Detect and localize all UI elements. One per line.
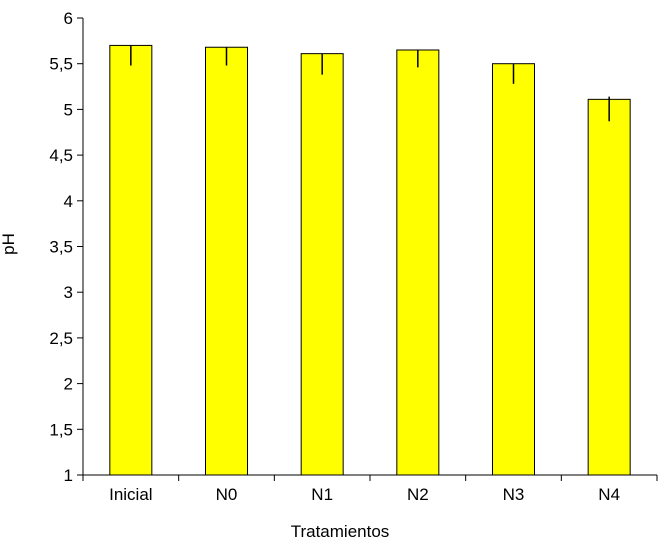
x-tick-label: N0 [216,485,238,504]
bar-n2 [396,49,440,476]
y-axis: 1 1,5 2 2,5 3 3,5 4 4,5 5 5,5 6 [49,9,84,485]
bar-n3 [492,63,535,476]
bar-inicial [109,44,153,476]
y-tick-label: 1 [64,466,73,485]
x-tick-label: N2 [407,485,429,504]
x-axis-title: Tratamientos [291,522,390,541]
x-tick-label: N4 [598,485,620,504]
y-tick-label: 3,5 [49,238,73,257]
y-axis-title: pH [0,233,18,255]
y-tick-label: 2,5 [49,329,73,348]
y-tick-label: 5 [64,100,73,119]
y-tick-label: 1,5 [49,420,73,439]
y-tick-label: 3 [64,283,73,302]
x-tick-label: N1 [311,485,333,504]
x-tick-label: N3 [503,485,525,504]
bar-n0 [205,46,248,476]
y-tick-label: 4,5 [49,146,73,165]
y-tick-label: 4 [64,192,73,211]
bar-n1 [300,53,344,476]
y-tick-label: 6 [64,9,73,28]
x-axis: Inicial N0 N1 N2 N3 N4 [82,474,658,504]
y-tick-label: 5,5 [49,55,73,74]
bars [109,44,631,476]
y-tick-label: 2 [64,375,73,394]
x-tick-label: Inicial [109,485,152,504]
bar-n4 [587,98,631,476]
